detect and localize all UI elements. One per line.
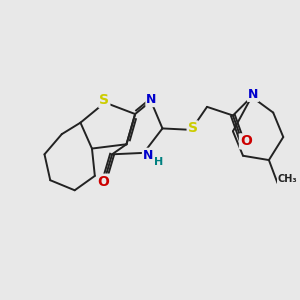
Text: O: O xyxy=(240,134,252,148)
Text: O: O xyxy=(98,175,110,189)
Text: CH₃: CH₃ xyxy=(278,174,297,184)
Text: N: N xyxy=(143,149,153,162)
Text: H: H xyxy=(154,157,163,166)
Text: S: S xyxy=(188,122,198,135)
Text: S: S xyxy=(99,93,109,107)
Text: N: N xyxy=(248,88,258,101)
Text: N: N xyxy=(146,93,157,106)
